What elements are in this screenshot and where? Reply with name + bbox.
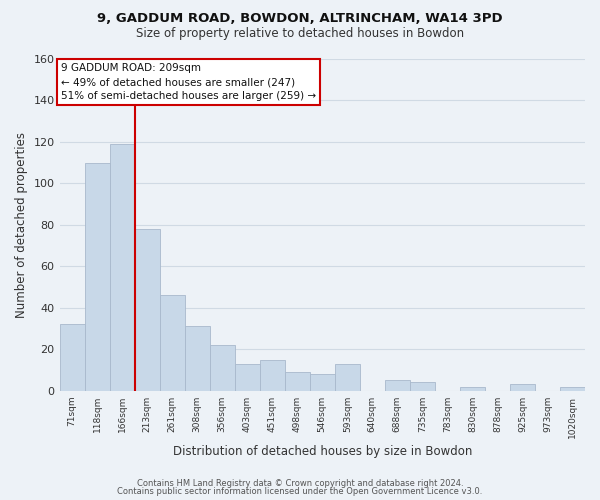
- Bar: [209, 345, 235, 391]
- Bar: [85, 162, 110, 390]
- Text: Size of property relative to detached houses in Bowdon: Size of property relative to detached ho…: [136, 28, 464, 40]
- Text: Contains public sector information licensed under the Open Government Licence v3: Contains public sector information licen…: [118, 487, 482, 496]
- Bar: [460, 386, 485, 390]
- Text: 9, GADDUM ROAD, BOWDON, ALTRINCHAM, WA14 3PD: 9, GADDUM ROAD, BOWDON, ALTRINCHAM, WA14…: [97, 12, 503, 26]
- Text: 9 GADDUM ROAD: 209sqm
← 49% of detached houses are smaller (247)
51% of semi-det: 9 GADDUM ROAD: 209sqm ← 49% of detached …: [61, 63, 316, 101]
- Bar: [235, 364, 260, 390]
- Bar: [134, 229, 160, 390]
- Bar: [510, 384, 535, 390]
- Bar: [160, 296, 185, 390]
- Bar: [59, 324, 85, 390]
- Bar: [260, 360, 285, 390]
- Bar: [110, 144, 134, 390]
- Bar: [410, 382, 435, 390]
- X-axis label: Distribution of detached houses by size in Bowdon: Distribution of detached houses by size …: [173, 444, 472, 458]
- Text: Contains HM Land Registry data © Crown copyright and database right 2024.: Contains HM Land Registry data © Crown c…: [137, 478, 463, 488]
- Y-axis label: Number of detached properties: Number of detached properties: [15, 132, 28, 318]
- Bar: [560, 386, 585, 390]
- Bar: [385, 380, 410, 390]
- Bar: [285, 372, 310, 390]
- Bar: [185, 326, 209, 390]
- Bar: [335, 364, 360, 390]
- Bar: [310, 374, 335, 390]
